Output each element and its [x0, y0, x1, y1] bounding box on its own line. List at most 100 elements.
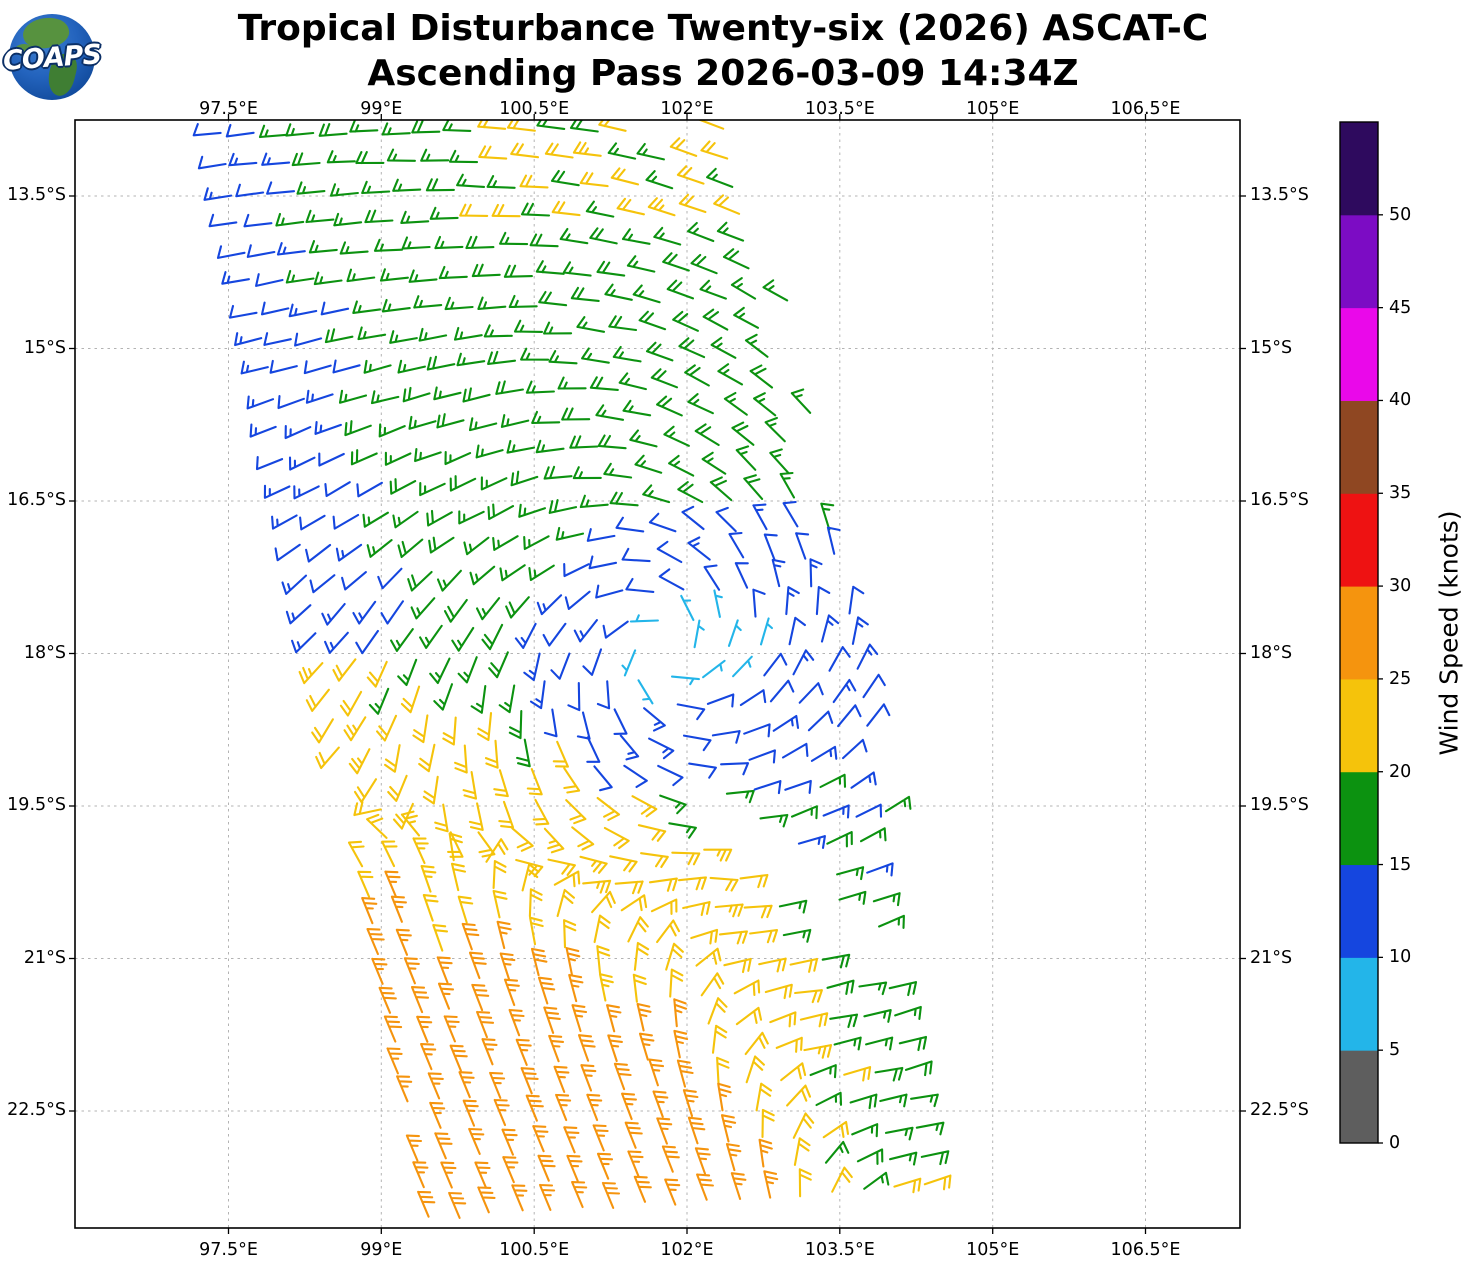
wind-barb [373, 238, 404, 252]
wind-barb [448, 832, 463, 862]
wind-barb [588, 555, 618, 570]
wind-barb [851, 616, 869, 645]
wind-barb [405, 1134, 423, 1162]
wind-barb [434, 803, 449, 833]
wind-barb [822, 1120, 850, 1139]
wind-barb [676, 703, 706, 721]
wind-barb [532, 798, 550, 826]
wind-barb [355, 151, 385, 165]
wind-barb [255, 273, 284, 287]
wind-barb [324, 328, 354, 344]
wind-barb [589, 376, 619, 391]
wind-barb [548, 499, 578, 514]
wind-barb [468, 802, 484, 831]
wind-barb [763, 1170, 779, 1199]
wind-barb [715, 506, 737, 533]
wind-barb [478, 145, 508, 160]
wind-barb [552, 740, 569, 768]
wind-barb [506, 439, 536, 454]
colorbar [1339, 121, 1383, 1144]
wind-barb [468, 1127, 485, 1155]
wind-barb [456, 352, 486, 367]
wind-barb [271, 514, 298, 530]
wind-barb [349, 120, 379, 133]
wind-barb [487, 503, 515, 521]
wind-barb [790, 388, 812, 414]
colorbar-segment [1340, 214, 1378, 309]
wind-barb [596, 796, 621, 822]
wind-barb [638, 1032, 655, 1061]
wind-barb [387, 774, 408, 802]
wind-barb [483, 324, 513, 338]
wind-barb [759, 617, 773, 646]
wind-barb [559, 227, 589, 245]
wind-barb [429, 206, 459, 220]
wind-barb [596, 1152, 614, 1180]
wind-barb [743, 723, 771, 738]
colorbar-segment [1340, 307, 1378, 401]
wind-barb [838, 890, 867, 905]
wind-barb [285, 123, 315, 137]
wind-barb [695, 947, 722, 967]
wind-barb [320, 301, 350, 316]
wind-barb [471, 983, 490, 1012]
wind-barb [739, 873, 769, 889]
wind-barbs-layer [192, 120, 952, 1219]
wind-barb [665, 942, 684, 971]
wind-barb [276, 242, 306, 256]
wind-barb [240, 360, 269, 375]
wind-barb [832, 678, 857, 704]
wind-barb [535, 260, 565, 275]
wind-barb [528, 564, 555, 582]
wind-barb [657, 764, 684, 787]
wind-barb [730, 1172, 747, 1200]
wind-barb [815, 586, 831, 616]
wind-barb [299, 514, 326, 531]
wind-barb [408, 415, 437, 430]
wind-barb [592, 1124, 609, 1152]
wind-barb [553, 870, 581, 888]
wind-barb [613, 708, 628, 735]
wind-barb [362, 511, 389, 528]
lat-label-left: 15°S [23, 337, 66, 358]
wind-barb [408, 269, 438, 283]
wind-barb [499, 231, 529, 246]
wind-barb [758, 1138, 773, 1168]
wind-barb [269, 359, 298, 374]
wind-barb [609, 491, 639, 507]
wind-barb [634, 454, 663, 474]
wind-barb [782, 928, 812, 943]
wind-barb [294, 332, 323, 347]
wind-barb [469, 565, 496, 586]
wind-barb [711, 730, 741, 744]
wind-barb [508, 294, 538, 309]
wind-barb [621, 1092, 637, 1121]
wind-barb [551, 200, 581, 217]
wind-barb [401, 236, 431, 250]
wind-barb [389, 330, 418, 344]
colorbar-tick-label: 10 [1389, 947, 1412, 968]
colorbar-tick-label: 50 [1389, 204, 1412, 225]
wind-barb [419, 482, 446, 497]
wind-barb [370, 390, 400, 405]
wind-barb [412, 837, 429, 865]
wind-barb [437, 982, 455, 1010]
wind-barb [525, 1094, 544, 1122]
wind-barb [503, 978, 520, 1007]
wind-barb [366, 539, 393, 558]
wind-barb [496, 920, 512, 950]
wind-barb [506, 120, 536, 132]
wind-barb [366, 813, 388, 839]
wind-barb [841, 738, 868, 760]
wind-barb [417, 1190, 436, 1218]
lon-label-top: 102°E [660, 99, 714, 119]
wind-barb [305, 543, 332, 563]
wind-barb [339, 241, 369, 255]
wind-barb [476, 1010, 495, 1039]
wind-barb [596, 680, 611, 710]
wind-barb [547, 858, 576, 876]
wind-barb [309, 574, 336, 594]
wind-barb [530, 947, 548, 977]
wind-barb [511, 827, 534, 852]
wind-barb [291, 632, 317, 654]
